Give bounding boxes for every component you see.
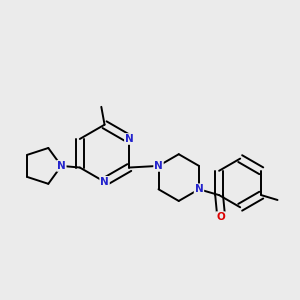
Text: N: N <box>100 177 109 187</box>
Text: N: N <box>57 161 66 171</box>
Text: O: O <box>216 212 225 222</box>
Text: N: N <box>154 161 163 171</box>
Text: N: N <box>195 184 203 194</box>
Text: N: N <box>125 134 134 144</box>
